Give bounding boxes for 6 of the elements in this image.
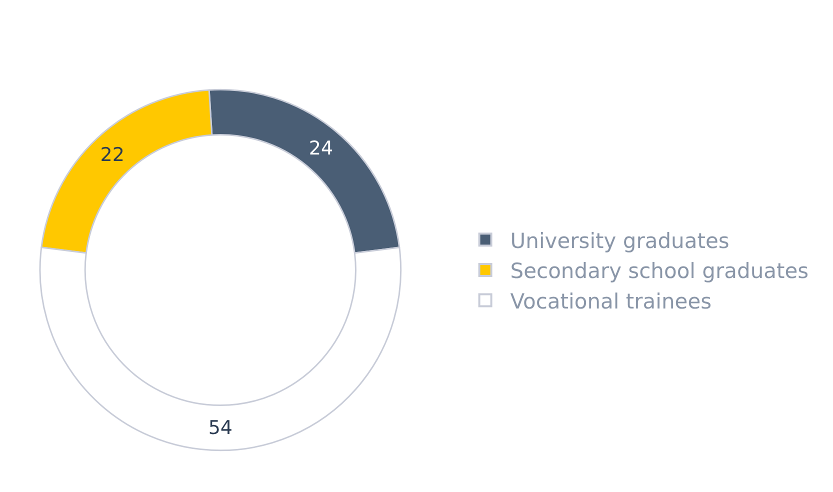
data-label: 54 <box>208 416 232 439</box>
legend-label: Vocational trainees <box>510 289 712 314</box>
data-label: 22 <box>100 144 124 166</box>
legend-label: Secondary school graduates <box>510 259 809 284</box>
legend-label: University graduates <box>510 228 730 253</box>
data-label: 24 <box>308 137 334 160</box>
